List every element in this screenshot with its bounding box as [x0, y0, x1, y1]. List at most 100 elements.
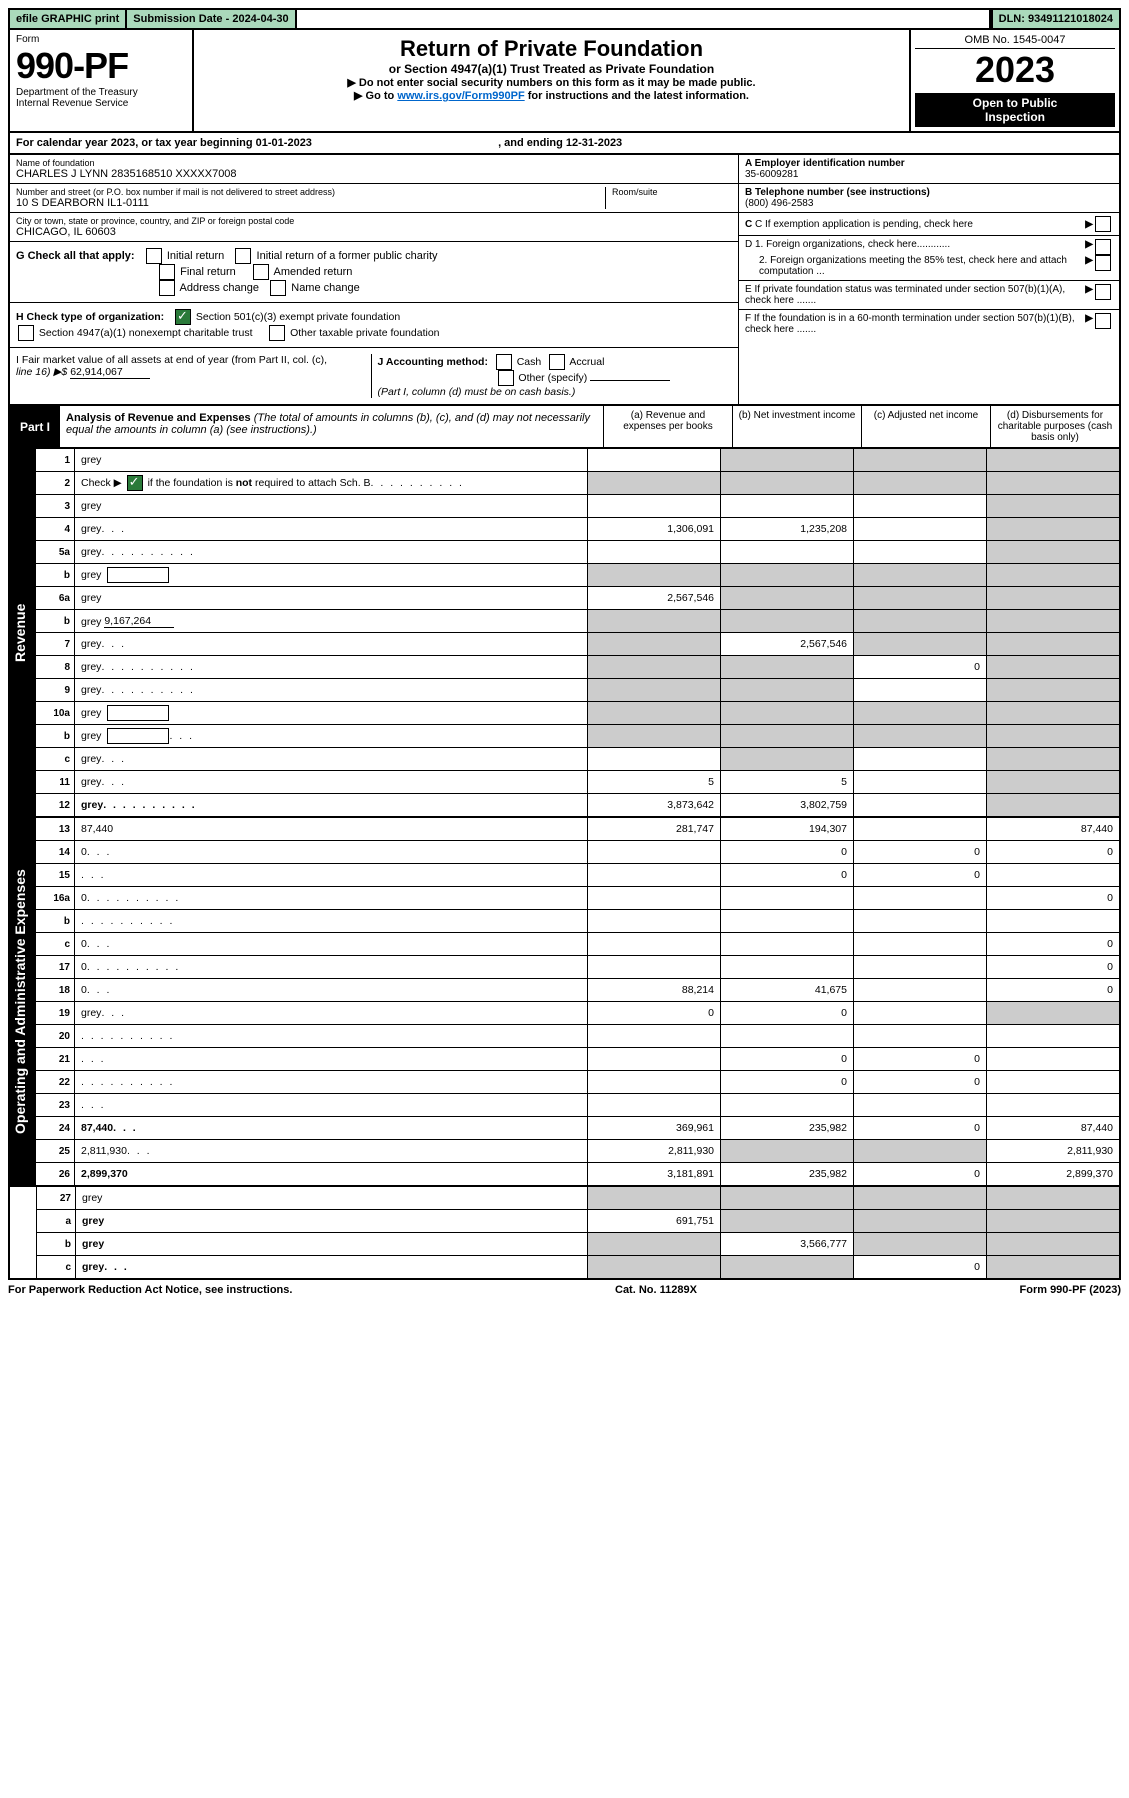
amount-cell-grey [720, 449, 853, 471]
fmv-value: 62,914,067 [70, 366, 150, 379]
line-description: grey [76, 1187, 587, 1209]
col-c-head: (c) Adjusted net income [861, 406, 990, 447]
opex-side-label: Operating and Administrative Expenses [10, 818, 36, 1185]
line-number: 16a [36, 887, 75, 909]
amount-cell: 0 [986, 887, 1119, 909]
irs-link[interactable]: www.irs.gov/Form990PF [397, 90, 524, 102]
part1-title-cell: Analysis of Revenue and Expenses (The to… [60, 406, 603, 447]
h-checkboxes: H Check type of organization: Section 50… [10, 303, 738, 348]
line-number: 2 [36, 472, 75, 494]
amount-cell [853, 794, 986, 816]
amount-cell [587, 910, 720, 932]
checkbox-f[interactable] [1095, 313, 1111, 329]
table-row: 2100 [36, 1048, 1119, 1071]
table-row: 16a00 [36, 887, 1119, 910]
g-checkboxes: G Check all that apply: Initial return I… [10, 242, 738, 303]
line-number: 10a [36, 702, 75, 724]
checkbox-final-return[interactable] [159, 264, 175, 280]
amount-cell: 3,181,891 [587, 1163, 720, 1185]
form-subtitle: or Section 4947(a)(1) Trust Treated as P… [200, 62, 903, 76]
line-number: 4 [36, 518, 75, 540]
amount-cell [720, 956, 853, 978]
tax-year: 2023 [915, 49, 1115, 91]
header-left: Form 990-PF Department of the Treasury I… [10, 30, 194, 131]
amount-cell-grey [720, 748, 853, 770]
checkbox-schb[interactable] [127, 475, 143, 491]
line-number: 1 [36, 449, 75, 471]
line-description: grey [75, 495, 587, 517]
form-title: Return of Private Foundation [200, 36, 903, 62]
checkbox-cash[interactable] [496, 354, 512, 370]
checkbox-name-change[interactable] [270, 280, 286, 296]
amount-cell-grey [587, 633, 720, 655]
line-description: 0 [75, 956, 587, 978]
amount-cell-grey [853, 564, 986, 586]
amount-cell [587, 933, 720, 955]
line-description: 2,899,370 [75, 1163, 587, 1185]
line-number: c [37, 1256, 76, 1278]
checkbox-address-change[interactable] [159, 280, 175, 296]
line-description: 0 [75, 979, 587, 1001]
amount-cell [587, 887, 720, 909]
amount-cell: 0 [587, 1002, 720, 1024]
line-number: 7 [36, 633, 75, 655]
amount-cell-grey [986, 541, 1119, 563]
amount-cell [587, 541, 720, 563]
amount-cell-grey [853, 1233, 986, 1255]
amount-cell-grey [986, 1210, 1119, 1232]
amount-cell [853, 748, 986, 770]
amount-cell [587, 1094, 720, 1116]
amount-cell [853, 979, 986, 1001]
table-row: 23 [36, 1094, 1119, 1117]
amount-cell-grey [853, 1140, 986, 1162]
line-description: grey [76, 1233, 587, 1255]
omb-number: OMB No. 1545-0047 [915, 34, 1115, 49]
checkbox-initial-return[interactable] [146, 248, 162, 264]
amount-cell [587, 956, 720, 978]
amount-cell-grey [720, 1187, 853, 1209]
checkbox-other-method[interactable] [498, 370, 514, 386]
open-public-badge: Open to Public Inspection [915, 93, 1115, 127]
line-number: 12 [36, 794, 75, 816]
amount-cell-grey [720, 702, 853, 724]
checkbox-c[interactable] [1095, 216, 1111, 232]
amount-cell-grey [720, 1140, 853, 1162]
line-number: b [36, 610, 75, 632]
line-number: 19 [36, 1002, 75, 1024]
amount-cell [587, 748, 720, 770]
checkbox-d1[interactable] [1095, 239, 1111, 255]
amount-cell-grey [986, 725, 1119, 747]
checkbox-other-taxable[interactable] [269, 325, 285, 341]
table-row: cgrey0 [37, 1256, 1119, 1278]
checkbox-amended[interactable] [253, 264, 269, 280]
amount-cell [853, 933, 986, 955]
checkbox-4947a1[interactable] [18, 325, 34, 341]
line-number: 18 [36, 979, 75, 1001]
amount-cell: 2,899,370 [986, 1163, 1119, 1185]
checkbox-e[interactable] [1095, 284, 1111, 300]
table-row: 27grey [37, 1187, 1119, 1210]
phone-cell: B Telephone number (see instructions) (8… [739, 184, 1119, 213]
checkbox-initial-former[interactable] [235, 248, 251, 264]
line-description [75, 864, 587, 886]
amount-cell [853, 541, 986, 563]
amount-cell-grey [986, 633, 1119, 655]
line-description: grey [75, 633, 587, 655]
footer-left: For Paperwork Reduction Act Notice, see … [8, 1284, 292, 1296]
line-description [75, 1071, 587, 1093]
amount-cell: 0 [853, 1117, 986, 1139]
amount-cell-grey [587, 656, 720, 678]
part1-label: Part I [10, 406, 60, 447]
line-description: grey 9,167,264 [75, 610, 587, 632]
table-row: 8grey0 [36, 656, 1119, 679]
amount-cell-grey [986, 610, 1119, 632]
table-row: 2487,440369,961235,982087,440 [36, 1117, 1119, 1140]
checkbox-501c3[interactable] [175, 309, 191, 325]
e-terminated: E If private foundation status was termi… [739, 281, 1119, 310]
checkbox-d2[interactable] [1095, 255, 1111, 271]
checkbox-accrual[interactable] [549, 354, 565, 370]
page-footer: For Paperwork Reduction Act Notice, see … [8, 1280, 1121, 1300]
line-description: grey [75, 725, 587, 747]
amount-cell: 235,982 [720, 1163, 853, 1185]
table-row: 5agrey [36, 541, 1119, 564]
